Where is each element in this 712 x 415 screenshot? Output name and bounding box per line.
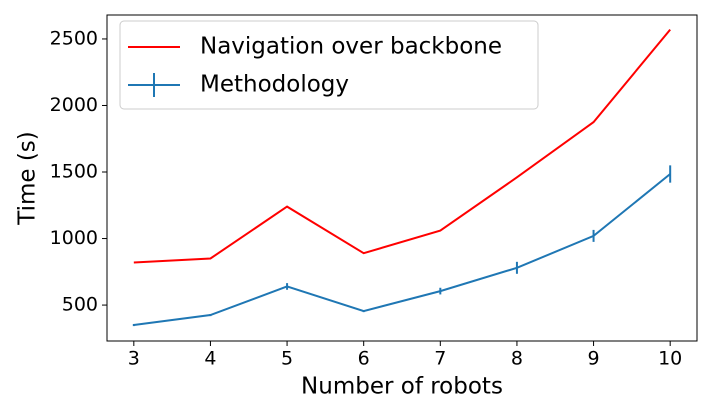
- x-tick-label: 10: [658, 348, 682, 370]
- x-tick-label: 8: [511, 348, 523, 370]
- y-tick-label: 1500: [50, 161, 98, 183]
- x-tick-label: 3: [128, 348, 140, 370]
- x-tick-label: 4: [204, 348, 216, 370]
- x-tick-label: 7: [434, 348, 446, 370]
- x-axis-label: Number of robots: [301, 374, 503, 400]
- y-axis-label: Time (s): [15, 131, 41, 226]
- plot-frame: [106, 14, 698, 342]
- x-tick-label: 5: [281, 348, 293, 370]
- legend-label: Methodology: [200, 72, 349, 98]
- y-tick-label: 2500: [50, 27, 98, 49]
- y-tick-label: 1000: [50, 227, 98, 249]
- y-tick-label: 2000: [50, 94, 98, 116]
- series-line: [133, 28, 671, 264]
- series-line: [133, 173, 671, 327]
- y-tick-label: 500: [62, 294, 98, 316]
- x-tick-label: 9: [588, 348, 600, 370]
- x-tick-label: 6: [358, 348, 370, 370]
- legend-label: Navigation over backbone: [200, 34, 502, 60]
- legend-box: [119, 20, 539, 110]
